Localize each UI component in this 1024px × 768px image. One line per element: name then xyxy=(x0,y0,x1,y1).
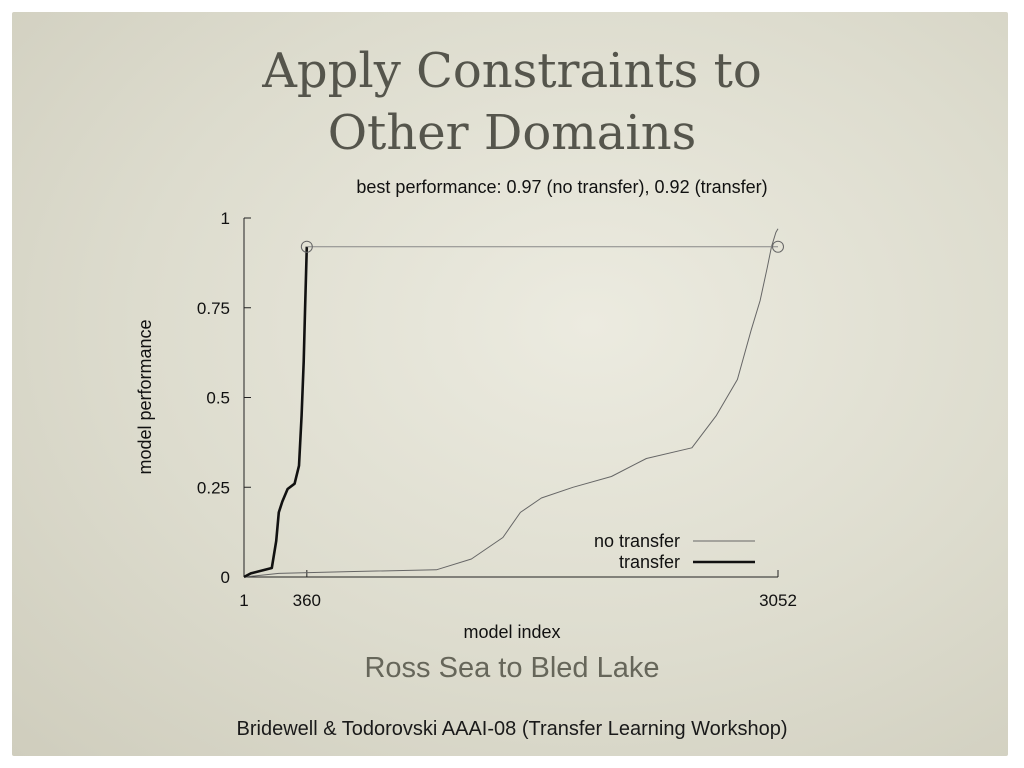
y-tick-label: 0 xyxy=(221,568,230,587)
legend-label: transfer xyxy=(619,552,680,572)
chart-title: best performance: 0.97 (no transfer), 0.… xyxy=(356,177,767,197)
slide-background xyxy=(12,12,1008,756)
chart-axes: 0 0.25 0.5 0.75 1 1 360 3052 xyxy=(197,209,797,610)
chart-series xyxy=(243,228,779,579)
slide-title-line-1: Apply Constraints to xyxy=(262,43,762,99)
best-performance-marker xyxy=(772,240,784,253)
x-tick-label: 1 xyxy=(239,591,248,610)
series-line-transfer xyxy=(243,246,309,579)
chart-markers xyxy=(300,240,784,253)
slide-footer: Bridewell & Todorovski AAAI-08 (Transfer… xyxy=(236,718,788,740)
y-tick-label: 1 xyxy=(221,209,230,228)
y-axis-label: model performance xyxy=(135,319,155,474)
legend-label: no transfer xyxy=(594,531,680,551)
slide-title: Apply Constraints to Other Domains xyxy=(0,40,1024,164)
y-tick-label: 0.5 xyxy=(206,389,230,408)
slide-subtitle: Ross Sea to Bled Lake xyxy=(364,652,660,684)
x-tick-label: 3052 xyxy=(759,591,797,610)
slide-title-line-2: Other Domains xyxy=(327,105,697,161)
y-tick-label: 0.75 xyxy=(197,299,230,318)
y-tick-label: 0.25 xyxy=(197,478,230,497)
best-performance-marker xyxy=(300,240,313,253)
series-line-no-transfer xyxy=(243,228,779,578)
x-axis-label: model index xyxy=(463,622,560,642)
x-tick-label: 360 xyxy=(293,591,321,610)
